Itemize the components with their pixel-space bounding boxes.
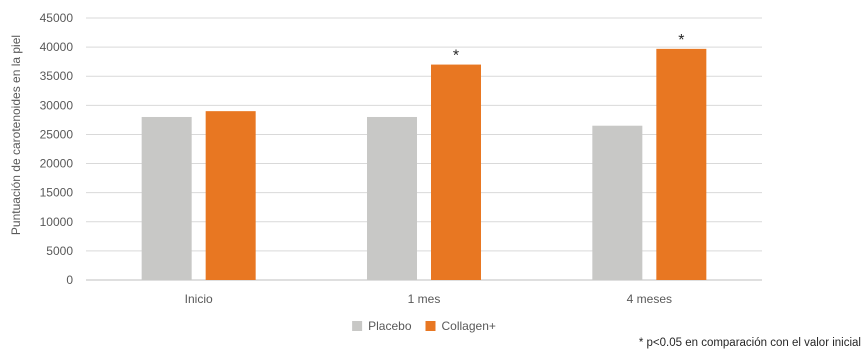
bar-placebo-1 <box>367 116 417 280</box>
y-tick-label: 35000 <box>40 69 74 83</box>
y-tick-label: 40000 <box>40 40 74 54</box>
legend-label: Collagen+ <box>442 319 496 333</box>
bar-placebo-2 <box>592 125 643 280</box>
legend-label: Placebo <box>368 319 412 333</box>
x-tick-label: Inicio <box>185 292 213 306</box>
y-tick-label: 10000 <box>40 215 74 229</box>
significance-mark: * <box>453 48 459 65</box>
y-tick-label: 5000 <box>46 244 73 258</box>
y-axis-ticks: 0 5000 10000 15000 20000 25000 30000 35000 40000… <box>40 11 74 287</box>
y-tick-label: 15000 <box>40 186 74 200</box>
bar-collagen--2 <box>656 48 707 281</box>
x-tick-label: 4 meses <box>627 292 672 306</box>
gridlines <box>86 17 762 281</box>
y-tick-label: 45000 <box>40 11 74 25</box>
significance-marks: ** <box>453 32 685 65</box>
y-tick-label: 30000 <box>40 98 74 112</box>
y-tick-label: 0 <box>66 273 73 287</box>
bar-placebo-0 <box>141 116 192 280</box>
x-axis-ticks: Inicio 1 mes 4 meses <box>185 292 672 306</box>
y-axis-label: Puntuación de carotenoides en la piel <box>9 35 23 235</box>
bar-collagen--0 <box>205 111 256 281</box>
y-tick-label: 20000 <box>40 157 74 171</box>
footnote: * p<0.05 en comparación con el valor ini… <box>639 337 861 349</box>
legend-swatch <box>352 321 363 331</box>
legend: Placebo Collagen+ <box>352 319 496 333</box>
y-tick-label: 25000 <box>40 127 74 141</box>
significance-mark: * <box>678 32 684 49</box>
x-tick-label: 1 mes <box>408 292 441 306</box>
legend-swatch <box>425 321 436 331</box>
bar-collagen--1 <box>431 64 481 280</box>
bars <box>141 48 707 281</box>
